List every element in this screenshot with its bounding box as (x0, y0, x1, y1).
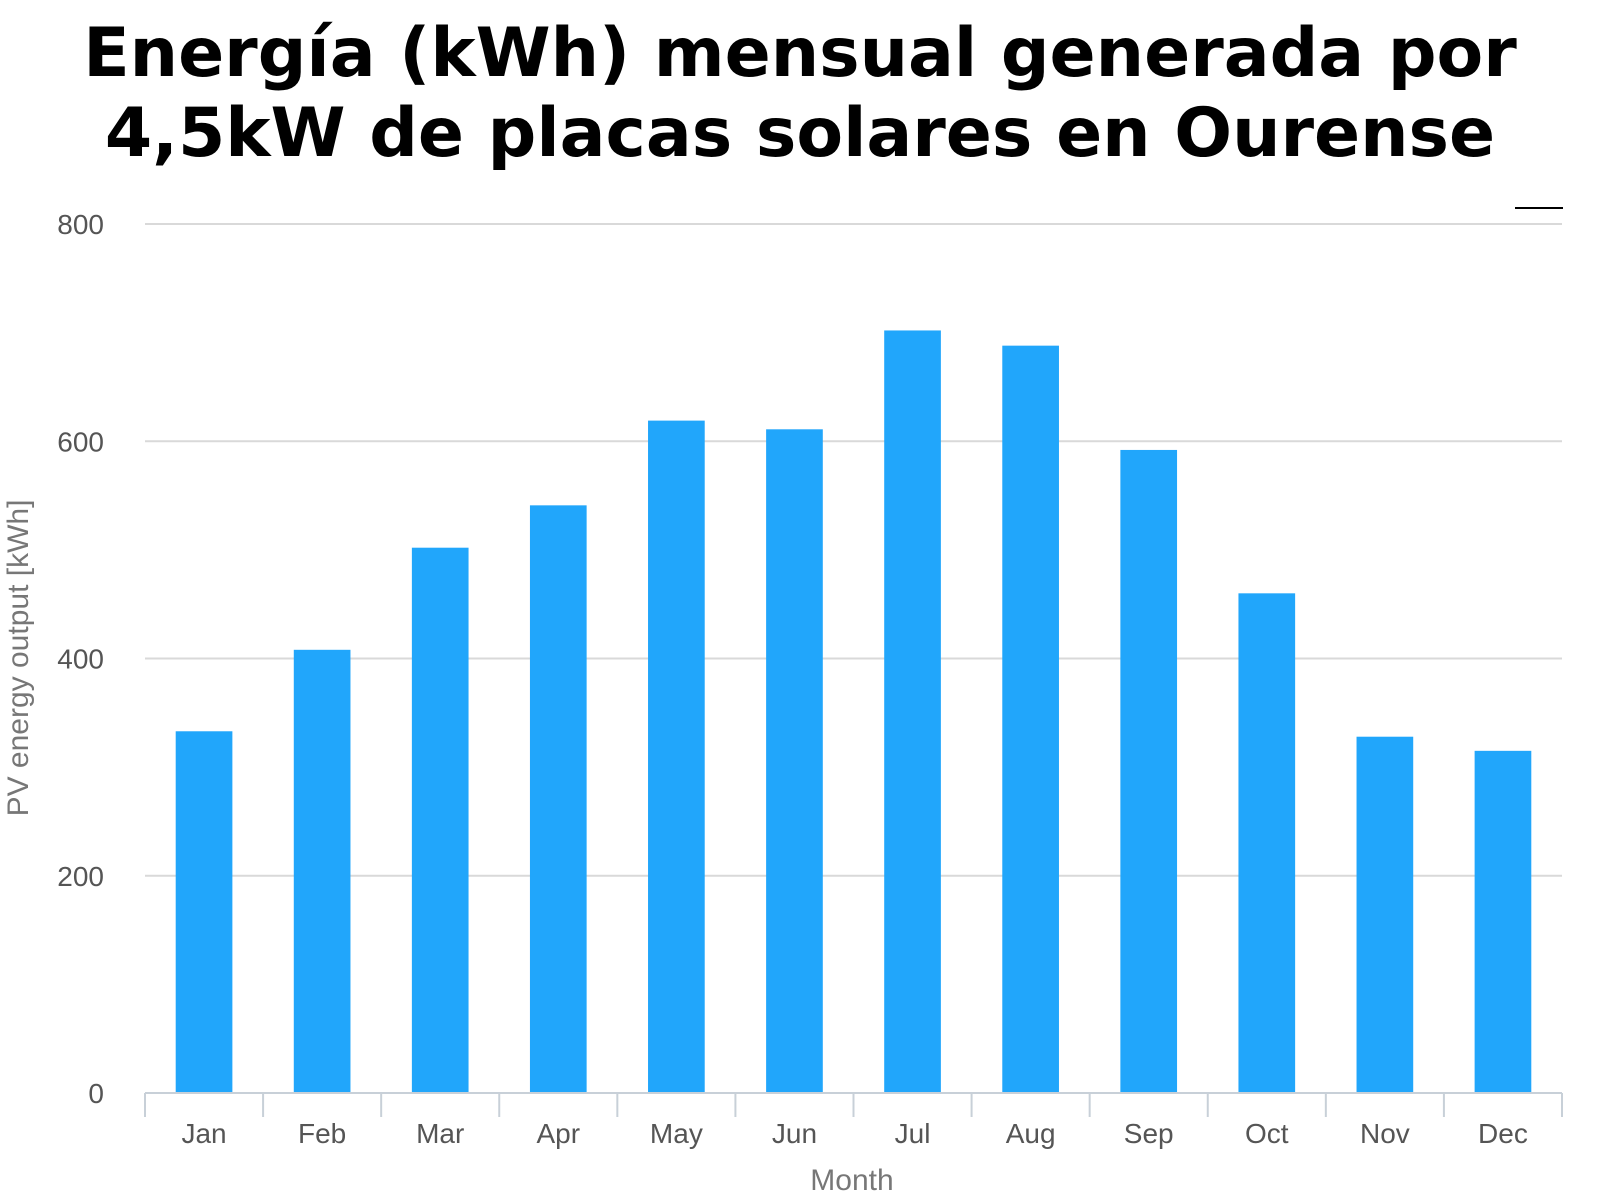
bar-nov (1356, 736, 1414, 1093)
y-tick-label-800: 800 (57, 209, 104, 240)
bar-jan (175, 731, 233, 1093)
bar-aug (1002, 345, 1059, 1093)
x-tick-label-nov: Nov (1360, 1118, 1410, 1149)
y-tick-label-400: 400 (57, 644, 104, 675)
x-tick-label-mar: Mar (416, 1118, 464, 1149)
x-axis (144, 1092, 1563, 1117)
chart-title-line-2: 4,5kW de placas solares en Ourense (104, 94, 1496, 173)
gridlines (145, 223, 1562, 877)
chart-title-line-1: Energía (kWh) mensual generada por (83, 14, 1517, 93)
x-tick-label-feb: Feb (298, 1118, 346, 1149)
x-axis-label: Month (810, 1164, 893, 1197)
bar-mar (411, 547, 469, 1093)
bar-oct (1238, 593, 1296, 1093)
y-tick-label-200: 200 (57, 861, 104, 892)
bar-apr (529, 505, 587, 1093)
y-tick-label-600: 600 (57, 426, 104, 457)
x-tick-label-jan: Jan (181, 1118, 226, 1149)
y-axis-label: PV energy output [kWh] (2, 500, 35, 817)
bar-jun (766, 429, 823, 1093)
bars (175, 330, 1532, 1094)
bar-feb (293, 649, 351, 1093)
x-tick-label-jun: Jun (772, 1118, 817, 1149)
x-tick-label-dec: Dec (1478, 1118, 1528, 1149)
y-tick-label-0: 0 (88, 1078, 104, 1109)
y-tick-labels: 0 200 400 600 800 (57, 209, 104, 1109)
x-tick-label-may: May (650, 1118, 703, 1149)
bar-may (648, 420, 705, 1094)
x-tick-label-oct: Oct (1245, 1118, 1289, 1149)
x-tick-labels: Jan Feb Mar Apr May Jun Jul Aug Sep Oct Nov Dec (181, 1118, 1527, 1149)
x-tick-label-jul: Jul (895, 1118, 931, 1149)
bar-dec (1474, 750, 1532, 1093)
x-tick-label-sep: Sep (1124, 1118, 1174, 1149)
bar-sep (1120, 449, 1178, 1093)
x-tick-label-apr: Apr (537, 1118, 581, 1149)
x-tick-label-aug: Aug (1006, 1118, 1056, 1149)
bar-jul (884, 330, 941, 1093)
chart-title: Energía (kWh) mensual generada por 4,5kW… (0, 14, 1600, 174)
